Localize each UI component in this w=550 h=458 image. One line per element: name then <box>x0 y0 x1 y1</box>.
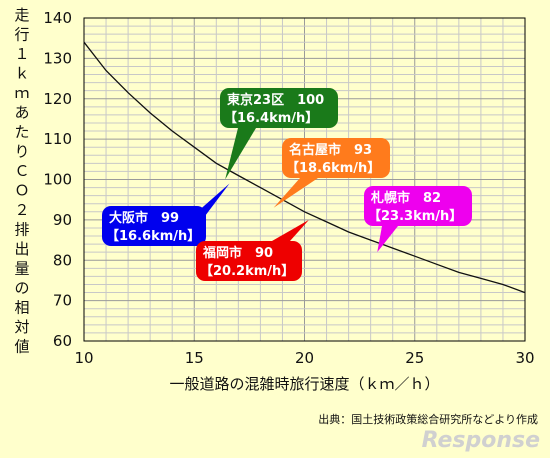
x-tick-label: 15 <box>185 349 204 367</box>
callout-speed: 【18.6km/h】 <box>286 160 380 176</box>
callout-osaka: 大阪市 99 【16.6km/h】 <box>102 183 230 246</box>
callout-tokyo: 東京23区 100 【16.4km/h】 <box>220 88 338 180</box>
callouts: 東京23区 100 【16.4km/h】名古屋市 93 【18.6km/h】大阪市 … <box>102 88 472 281</box>
y-tick-label: 120 <box>43 90 72 108</box>
callout-sapporo: 札幌市 82 【23.3km/h】 <box>364 186 472 253</box>
callout-pointer <box>225 128 256 180</box>
callout-fukuoka: 福岡市 90 【20.2km/h】 <box>196 219 309 281</box>
callout-box <box>282 138 390 178</box>
callout-pointer <box>272 219 309 241</box>
y-tick-label: 80 <box>53 251 72 269</box>
callout-title: 名古屋市 93 <box>289 142 372 158</box>
x-tick-label: 30 <box>515 349 534 367</box>
plot-frame <box>83 17 526 342</box>
callout-pointer <box>196 183 230 228</box>
x-tick-label: 10 <box>74 349 93 367</box>
callout-box <box>102 206 206 246</box>
callout-nagoya: 名古屋市 93 【18.6km/h】 <box>273 138 390 208</box>
tick-labels: 10 15 20 25 30 60 70 80 90 100 110 120 130 140 <box>43 9 534 367</box>
y-tick-label: 110 <box>43 130 72 148</box>
callout-title: 大阪市 99 <box>109 210 179 226</box>
y-tick-label: 130 <box>43 49 72 67</box>
y-tick-label: 90 <box>53 211 72 229</box>
series-line <box>83 41 526 294</box>
callout-pointer <box>377 226 398 253</box>
callout-box <box>196 241 302 281</box>
callout-speed: 【16.4km/h】 <box>224 110 318 126</box>
callout-box <box>364 186 472 226</box>
callout-pointer <box>273 178 318 208</box>
x-tick-label: 25 <box>405 349 424 367</box>
callout-title: 東京23区 100 <box>227 92 324 108</box>
y-axis-label: 走行１ｋｍあたりＣＯ２排出量の相対値 <box>14 6 29 356</box>
x-axis-label: 一般道路の混雑時旅行速度（ｋｍ／ｈ） <box>169 375 439 393</box>
callout-speed: 【23.3km/h】 <box>368 208 462 224</box>
source-note: 出典：国土技術政策総合研究所などより作成 <box>318 412 538 426</box>
callout-title: 札幌市 82 <box>370 190 441 206</box>
watermark: Response <box>422 428 540 453</box>
y-tick-label: 140 <box>43 9 72 27</box>
y-tick-label: 100 <box>43 171 72 189</box>
callout-speed: 【16.6km/h】 <box>106 228 200 244</box>
x-tick-label: 20 <box>295 349 314 367</box>
callout-title: 福岡市 90 <box>202 245 273 261</box>
y-tick-label: 70 <box>53 292 72 310</box>
callout-speed: 【20.2km/h】 <box>200 263 294 279</box>
callout-box <box>220 88 338 128</box>
y-tick-label: 60 <box>53 332 72 350</box>
